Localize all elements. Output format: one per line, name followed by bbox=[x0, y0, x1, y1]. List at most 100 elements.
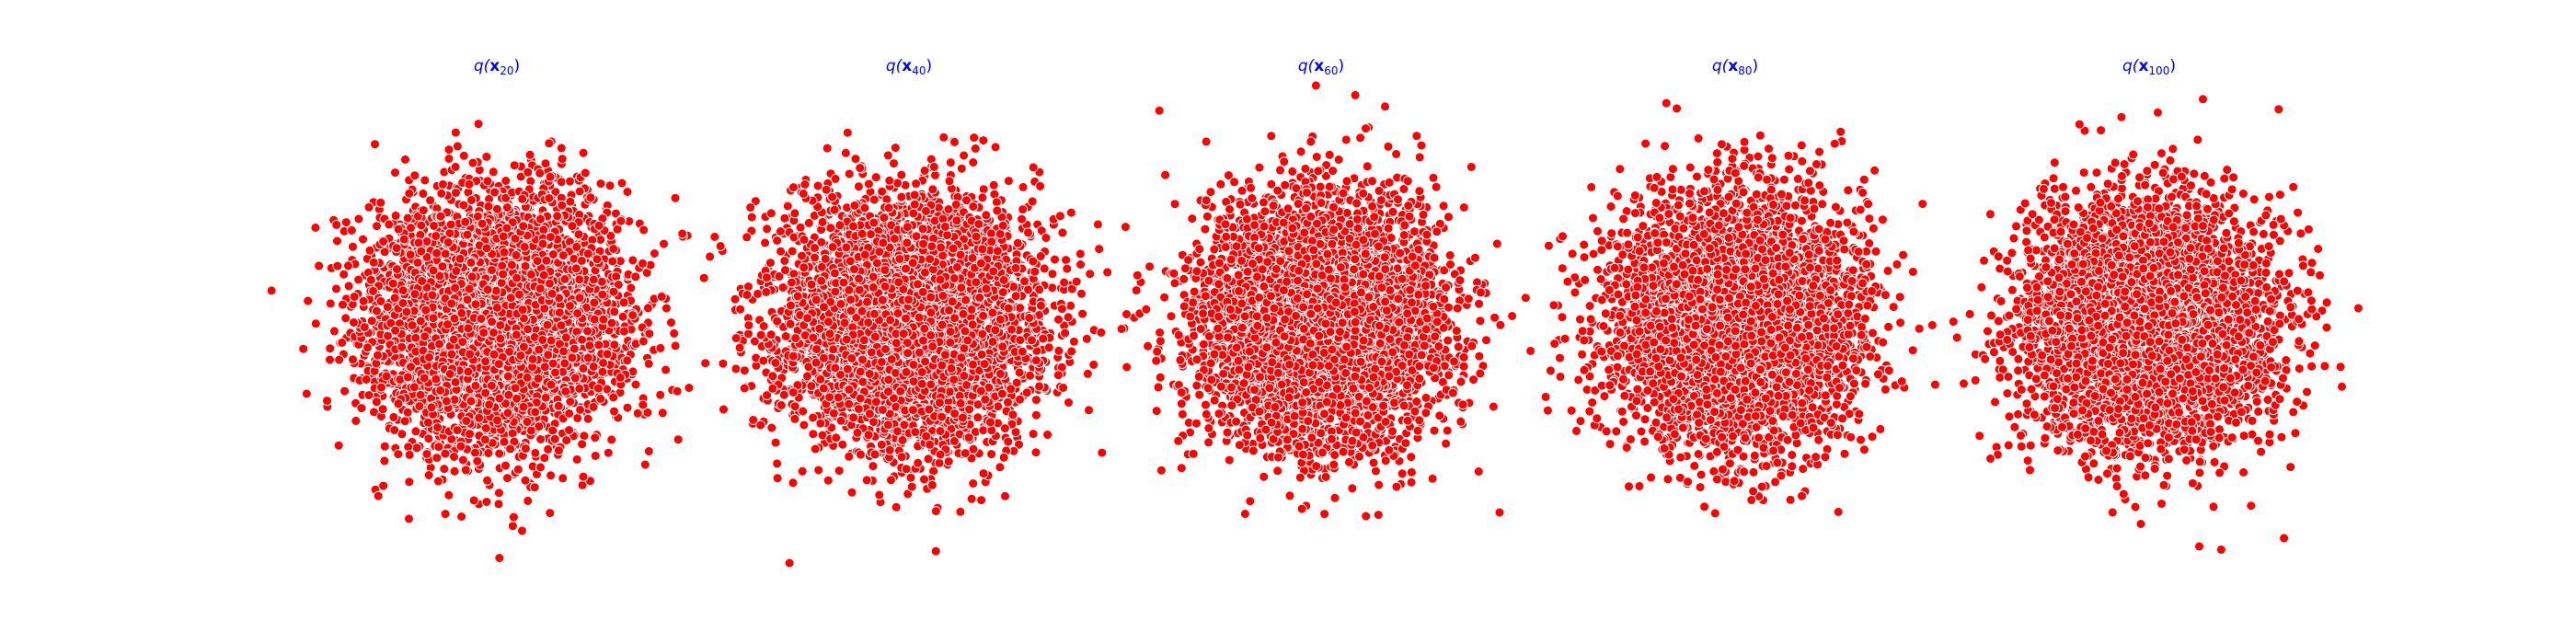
scatter-point bbox=[398, 286, 408, 295]
scatter-point bbox=[417, 221, 426, 230]
scatter-point bbox=[466, 397, 476, 406]
scatter-point bbox=[442, 397, 451, 406]
scatter-point bbox=[585, 341, 594, 351]
scatter-point bbox=[536, 435, 546, 444]
scatter-point bbox=[550, 434, 559, 443]
scatter-point bbox=[391, 211, 400, 220]
scatter-point bbox=[398, 299, 408, 308]
scatter-point bbox=[329, 327, 339, 336]
scatter-point bbox=[391, 168, 400, 178]
scatter-point bbox=[440, 465, 449, 474]
scatter-point bbox=[546, 380, 556, 389]
scatter-point bbox=[610, 407, 619, 416]
scatter-point bbox=[589, 275, 598, 284]
scatter-point bbox=[523, 418, 532, 427]
scatter-point bbox=[418, 277, 427, 286]
scatter-point bbox=[656, 390, 665, 399]
scatter-point bbox=[554, 446, 563, 455]
scatter-point bbox=[481, 424, 490, 433]
scatter-point bbox=[441, 510, 450, 519]
scatter-point bbox=[523, 373, 532, 382]
scatter-point bbox=[519, 402, 528, 411]
scatter-point bbox=[523, 496, 533, 505]
scatter-point bbox=[447, 350, 456, 359]
scatter-point bbox=[428, 291, 437, 300]
scatter-point bbox=[487, 381, 496, 390]
scatter-point bbox=[541, 393, 550, 402]
scatter-point bbox=[483, 177, 492, 186]
scatter-point bbox=[535, 284, 545, 293]
scatter-point bbox=[332, 220, 341, 229]
scatter-point bbox=[639, 225, 649, 235]
panel-title: q(x20) bbox=[474, 57, 520, 77]
scatter-point bbox=[503, 408, 512, 418]
scatter-point bbox=[610, 307, 619, 316]
scatter-point bbox=[578, 335, 587, 344]
scatter-point bbox=[573, 309, 582, 318]
scatter-point bbox=[405, 514, 414, 523]
scatter-point bbox=[410, 171, 420, 180]
scatter-point bbox=[407, 362, 416, 372]
scatter-point bbox=[506, 444, 515, 454]
scatter-point bbox=[444, 155, 454, 164]
scatter-point bbox=[581, 168, 590, 178]
scatter-point bbox=[311, 223, 320, 232]
scatter-point bbox=[326, 299, 335, 308]
scatter-point bbox=[591, 433, 600, 443]
scatter-point bbox=[589, 362, 598, 372]
scatter-point bbox=[466, 350, 475, 359]
scatter-point bbox=[339, 300, 348, 309]
scatter-point bbox=[599, 315, 608, 324]
scatter-point bbox=[574, 230, 583, 239]
scatter-point bbox=[589, 402, 598, 411]
scatter-point bbox=[354, 275, 363, 284]
scatter-point bbox=[499, 270, 508, 279]
scatter-point bbox=[496, 334, 505, 343]
scatter-point bbox=[620, 327, 629, 336]
scatter-point bbox=[441, 449, 450, 458]
scatter-point bbox=[531, 448, 540, 457]
scatter-point bbox=[560, 275, 569, 284]
scatter-point bbox=[484, 449, 493, 458]
scatter-point bbox=[405, 189, 414, 198]
scatter-point bbox=[559, 347, 569, 356]
scatter-point bbox=[344, 282, 353, 291]
scatter-point bbox=[483, 285, 492, 294]
scatter-point bbox=[466, 430, 475, 439]
scatter-point bbox=[558, 474, 568, 483]
scatter-point bbox=[372, 397, 381, 407]
scatter-point bbox=[590, 315, 599, 324]
scatter-point bbox=[650, 249, 659, 259]
scatter-point bbox=[436, 212, 445, 221]
scatter-point bbox=[430, 221, 439, 230]
scatter-point bbox=[379, 481, 388, 490]
scatter-point bbox=[468, 158, 477, 167]
scatter-point bbox=[546, 336, 556, 345]
scatter-point bbox=[583, 414, 592, 423]
scatter-point bbox=[357, 404, 366, 413]
panel-title-suffix: ) bbox=[514, 57, 521, 75]
scatter-point bbox=[562, 436, 571, 445]
scatter-point bbox=[481, 388, 490, 397]
scatter-point bbox=[419, 206, 428, 215]
scatter-point bbox=[332, 284, 341, 293]
scatter-point bbox=[380, 442, 389, 451]
scatter-point bbox=[449, 335, 458, 344]
scatter-point bbox=[660, 239, 669, 248]
scatter-point bbox=[451, 378, 460, 387]
scatter-point bbox=[452, 189, 461, 198]
scatter-point bbox=[335, 355, 344, 364]
scatter-point bbox=[410, 290, 420, 299]
scatter-point bbox=[533, 257, 542, 266]
scatter-point bbox=[495, 449, 504, 458]
scatter-point bbox=[484, 201, 493, 211]
scatter-point bbox=[545, 194, 554, 203]
scatter-point bbox=[560, 359, 569, 368]
scatter-point bbox=[371, 140, 380, 149]
scatter-point bbox=[512, 273, 522, 282]
scatter-point bbox=[458, 455, 467, 465]
scatter-point bbox=[485, 400, 494, 409]
scatter-point bbox=[678, 229, 687, 238]
scatter-point bbox=[406, 250, 415, 259]
scatter-point bbox=[526, 177, 535, 186]
